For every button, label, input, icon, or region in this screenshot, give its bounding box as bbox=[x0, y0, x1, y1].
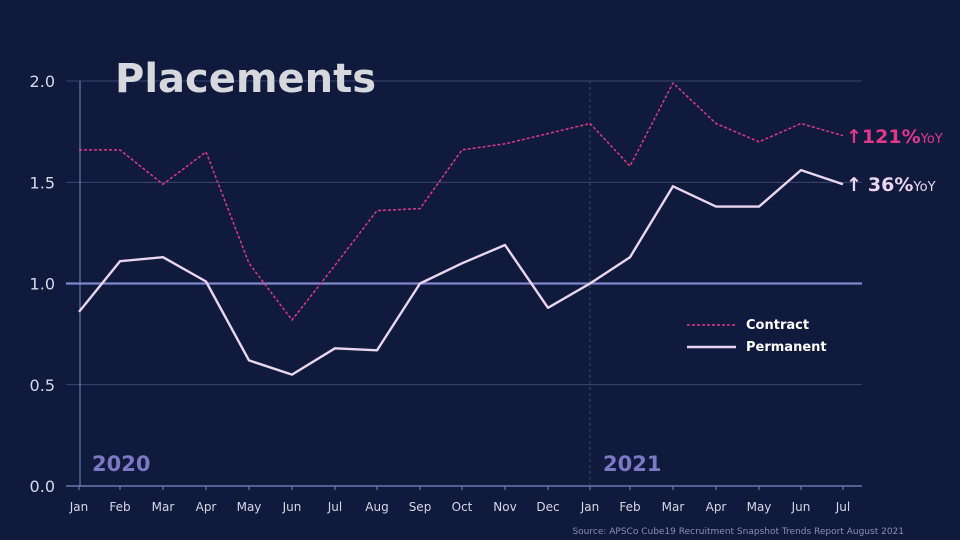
x-tick-label: Jul bbox=[327, 500, 342, 514]
x-axis-ticks: Jan Feb Mar Apr May Jun Jul Aug Sep Oct Nov Dec Jan F… bbox=[69, 486, 850, 514]
svg-text:↑36%YoY: ↑ 36%YoY bbox=[846, 174, 936, 196]
y-axis-ticks: 0.0 0.5 1.0 1.5 2.0 bbox=[30, 72, 55, 496]
year-label-2020: 2020 bbox=[92, 452, 150, 476]
y-tick-label: 1.0 bbox=[30, 275, 55, 294]
x-tick-label: Apr bbox=[196, 500, 217, 514]
x-tick-label: Feb bbox=[109, 500, 130, 514]
x-tick-label: Jan bbox=[580, 500, 600, 514]
y-tick-label: 1.5 bbox=[30, 173, 55, 192]
x-tick-label: Jul bbox=[835, 500, 850, 514]
yoy-contract: ↑121%YoY bbox=[846, 126, 943, 148]
x-tick-label: Jun bbox=[791, 500, 811, 514]
x-tick-label: Jun bbox=[282, 500, 302, 514]
x-tick-label: Feb bbox=[619, 500, 640, 514]
x-tick-label: May bbox=[747, 500, 772, 514]
x-tick-label: May bbox=[237, 500, 262, 514]
yoy-permanent-suffix: YoY bbox=[912, 180, 935, 195]
legend-permanent-label: Permanent bbox=[746, 340, 827, 355]
chart-title: Placements bbox=[115, 56, 376, 102]
y-tick-label: 0.0 bbox=[30, 477, 55, 496]
svg-text:↑121%YoY: ↑121%YoY bbox=[846, 126, 943, 148]
y-tick-label: 2.0 bbox=[30, 72, 55, 91]
yoy-contract-arrow: ↑ bbox=[846, 126, 862, 148]
year-label-2021: 2021 bbox=[603, 452, 661, 476]
yoy-permanent-value: 36% bbox=[868, 174, 913, 196]
x-tick-label: Aug bbox=[365, 500, 388, 514]
x-tick-label: Oct bbox=[452, 500, 473, 514]
x-tick-label: Apr bbox=[706, 500, 727, 514]
yoy-contract-suffix: YoY bbox=[920, 132, 943, 147]
yoy-permanent-arrow: ↑ bbox=[846, 174, 862, 196]
series-line-contract bbox=[79, 82, 844, 321]
legend: Contract Permanent bbox=[687, 318, 827, 355]
grid-lines bbox=[66, 80, 862, 386]
legend-contract-label: Contract bbox=[746, 318, 809, 333]
series-lines bbox=[78, 82, 844, 376]
yoy-contract-value: 121% bbox=[862, 126, 921, 148]
yoy-permanent: ↑ 36%YoY bbox=[846, 174, 936, 196]
x-tick-label: Jan bbox=[69, 500, 89, 514]
series-line-permanent bbox=[78, 168, 844, 376]
y-tick-label: 0.5 bbox=[30, 376, 55, 395]
x-tick-label: Sep bbox=[409, 500, 432, 514]
x-tick-label: Mar bbox=[662, 500, 685, 514]
x-tick-label: Nov bbox=[493, 500, 516, 514]
source-note: Source: APSCo Cube19 Recruitment Snapsho… bbox=[572, 527, 904, 537]
x-tick-label: Mar bbox=[152, 500, 175, 514]
x-tick-label: Dec bbox=[536, 500, 559, 514]
